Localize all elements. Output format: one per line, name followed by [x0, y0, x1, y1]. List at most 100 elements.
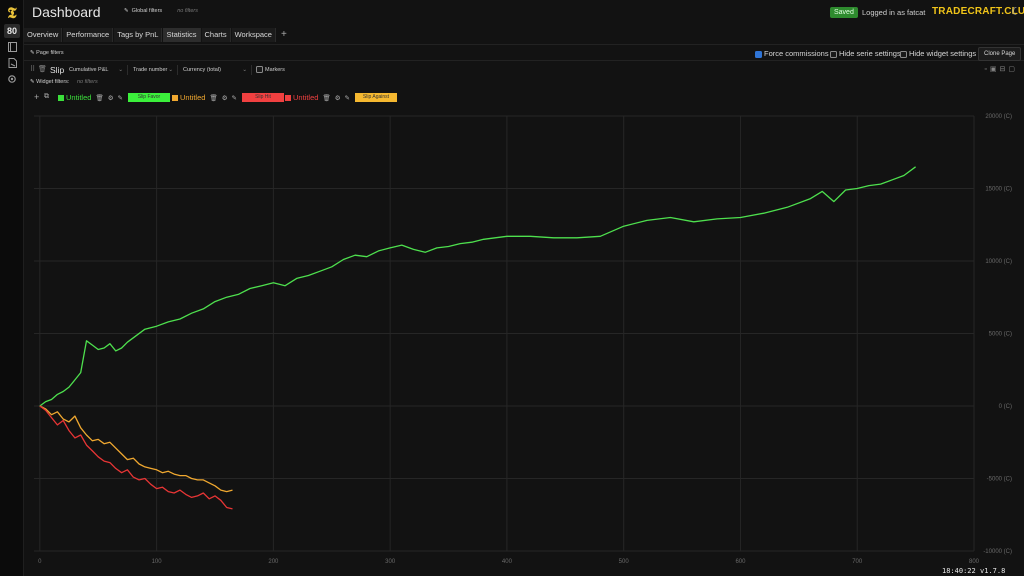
global-filters[interactable]: ✎ Global filters no filters [124, 8, 198, 14]
copy-icon[interactable]: ⧉ [44, 93, 49, 100]
gear-icon[interactable]: ⚙ [107, 94, 114, 102]
moon-icon[interactable]: ☾ [1011, 6, 1021, 18]
chevron-down-icon: ⌄ [242, 67, 247, 73]
hide-widget-settings-label: Hide widget settings [909, 49, 977, 58]
x-tick-label: 500 [619, 559, 630, 565]
widget-layout-icons[interactable]: ▫▣⊟▢ [984, 66, 1018, 73]
series-item: Untitled 🗑 ⚙ ✎ Slip Hit [172, 93, 284, 102]
x-tick-label: 200 [268, 559, 279, 565]
y-tick-label: 20000 (C) [985, 114, 1012, 120]
status-badge: Saved [830, 7, 858, 18]
hide-serie-settings-toggle[interactable]: Hide serie settings [830, 49, 901, 58]
y-tick-label: 5000 (C) [989, 332, 1012, 338]
top-header: Dashboard ✎ Global filters no filters Sa… [24, 0, 1024, 26]
gear-icon[interactable]: ⚙ [221, 94, 228, 102]
pencil-icon[interactable]: ✎ [231, 94, 237, 102]
series-item: Untitled 🗑 ⚙ ✎ Slip Favor [58, 93, 170, 102]
book-icon[interactable] [4, 40, 20, 54]
sidebar-item-dashboard[interactable]: 80 [4, 24, 20, 38]
page-filters-label: Page filters [36, 50, 64, 56]
metric-select-value: Cumulative P&L [69, 67, 109, 73]
y-tick-label: 10000 (C) [985, 259, 1012, 265]
hide-serie-settings-label: Hide serie settings [839, 49, 901, 58]
series-color-swatch[interactable] [58, 94, 64, 101]
series-color-swatch[interactable] [172, 94, 178, 101]
series-line-3 [39, 405, 233, 510]
document-icon[interactable] [4, 56, 20, 70]
x-tick-label: 0 [38, 559, 42, 565]
currency-select-value: Currency (total) [183, 67, 221, 73]
series-tag-badge[interactable]: Slip Against [354, 93, 397, 102]
trash-icon[interactable]: 🗑 [322, 94, 331, 102]
force-commissions-toggle[interactable]: Force commissions [755, 49, 829, 58]
metric-select[interactable]: Cumulative P&L ⌄ [66, 65, 128, 75]
x-tick-label: 800 [969, 559, 980, 565]
tab-performance[interactable]: Performance [63, 28, 114, 42]
series-name[interactable]: Untitled [66, 93, 92, 102]
chart-canvas[interactable]: 0 100 200 300 400 500 600 700 800 20000 (C) 15000 … [30, 108, 1020, 566]
gear-icon[interactable] [4, 72, 20, 86]
x-tick-label: 400 [502, 559, 513, 565]
y-tick-label: 15000 (C) [985, 187, 1012, 193]
page-title: Dashboard [32, 4, 101, 20]
tab-statistics[interactable]: Statistics [163, 28, 201, 42]
series-line-1 [39, 166, 916, 407]
chevron-down-icon: ⌄ [118, 67, 123, 73]
cumulative-pnl-chart[interactable]: 0 100 200 300 400 500 600 700 800 20000 (C) 15000 … [30, 108, 1020, 566]
checkbox-icon[interactable] [900, 50, 907, 58]
add-series-icon[interactable]: + [34, 92, 40, 102]
y-tick-label: -5000 (C) [987, 477, 1012, 483]
y-tick-label: 0 (C) [999, 404, 1012, 410]
global-filters-label: Global filters [131, 8, 163, 14]
series-line-2 [39, 405, 233, 493]
series-tag-badge[interactable]: Slip Favor [127, 93, 170, 102]
x-tick-label: 300 [385, 559, 396, 565]
y-tick-label: -10000 (C) [983, 549, 1012, 555]
currency-select[interactable]: Currency (total) ⌄ [180, 65, 252, 75]
series-color-swatch[interactable] [285, 94, 291, 101]
checkbox-checked-icon[interactable] [755, 50, 762, 58]
checkbox-icon[interactable] [256, 66, 263, 73]
trash-icon[interactable]: 🗑 [38, 66, 47, 73]
pencil-icon[interactable]: ✎ [344, 94, 350, 102]
page-settings-bar: ✎ Page filters Force commissions Hide se… [24, 44, 1024, 61]
add-tab-button[interactable]: + [280, 29, 287, 40]
widget-filters-value: no filters [77, 79, 98, 85]
brand-logo[interactable]: TRADECRAFT.CLUB [932, 6, 1024, 17]
series-name[interactable]: Untitled [180, 93, 206, 102]
force-commissions-label: Force commissions [764, 49, 829, 58]
widget-title[interactable]: Slip [50, 65, 65, 75]
drag-handle-icon[interactable]: ⠿ [30, 66, 36, 73]
pencil-icon[interactable]: ✎ [30, 50, 35, 56]
trash-icon[interactable]: 🗑 [95, 94, 104, 102]
x-axis-select-value: Trade number [133, 67, 168, 73]
app-logo[interactable]: 𝕿 [7, 4, 17, 22]
tab-tags-by-pnl[interactable]: Tags by PnL [114, 28, 163, 42]
global-filters-value: no filters [177, 8, 198, 14]
tab-overview[interactable]: Overview [24, 28, 63, 42]
clone-page-button[interactable]: Clone Page [978, 47, 1022, 61]
series-tag-badge[interactable]: Slip Hit [241, 93, 284, 102]
x-tick-label: 600 [735, 559, 746, 565]
widget-filters[interactable]: ✎ Widget filters: no filters [30, 79, 98, 85]
series-name[interactable]: Untitled [293, 93, 319, 102]
series-item: Untitled 🗑 ⚙ ✎ Slip Against [285, 93, 397, 102]
gear-icon[interactable]: ⚙ [334, 94, 341, 102]
pencil-icon[interactable]: ✎ [117, 94, 123, 102]
chevron-down-icon: ⌄ [168, 67, 173, 73]
trash-icon[interactable]: 🗑 [209, 94, 218, 102]
tab-workspace[interactable]: Workspace [231, 28, 276, 42]
checkbox-icon[interactable] [830, 50, 837, 58]
page-tabs: Overview Performance Tags by PnL Statist… [24, 28, 291, 42]
pencil-icon[interactable]: ✎ [124, 8, 129, 14]
widget-header: ⠿ 🗑 Slip Cumulative P&L ⌄ Trade number ⌄ C… [24, 63, 1024, 77]
pencil-icon[interactable]: ✎ [30, 79, 35, 85]
tab-charts[interactable]: Charts [201, 28, 231, 42]
hide-widget-settings-toggle[interactable]: Hide widget settings [900, 49, 976, 58]
markers-toggle[interactable]: Markers [256, 66, 285, 73]
x-axis-select[interactable]: Trade number ⌄ [130, 65, 178, 75]
logged-in-text: Logged in as fatcat [862, 8, 926, 17]
clock: 18:40:22 [942, 567, 976, 575]
x-tick-label: 700 [852, 559, 863, 565]
page-filters[interactable]: ✎ Page filters [30, 50, 64, 56]
